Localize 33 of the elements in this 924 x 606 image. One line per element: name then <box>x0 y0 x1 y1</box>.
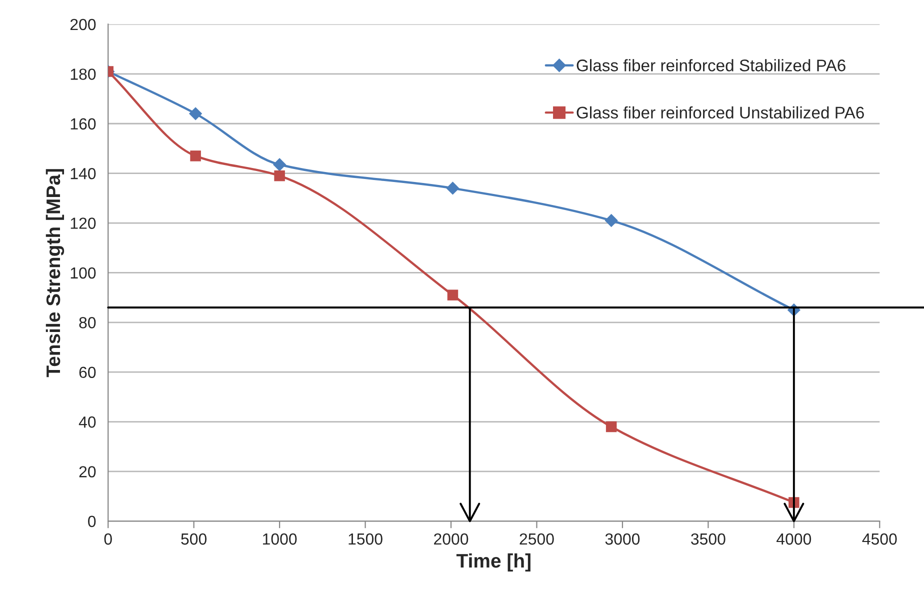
y-tick-label: 140 <box>70 168 96 180</box>
y-tick-label: 40 <box>78 416 96 428</box>
x-tick-label: 4500 <box>862 533 897 545</box>
point <box>188 107 202 120</box>
x-tick-label: 500 <box>181 533 207 545</box>
point <box>447 290 458 300</box>
y-tick-label: 100 <box>70 267 96 279</box>
x-tick-label: 3500 <box>691 533 726 545</box>
point <box>272 158 286 172</box>
legend-label: Glass fiber reinforced Unstabilized PA6 <box>576 106 864 119</box>
y-tick-label: 160 <box>70 118 96 130</box>
y-tick-label: 200 <box>70 18 96 30</box>
y-tick-label: 120 <box>70 218 96 229</box>
point <box>190 150 201 162</box>
x-tick-label: 4000 <box>776 533 812 545</box>
x-tick-label: 3000 <box>605 533 640 545</box>
y-tick-label: 180 <box>70 68 96 80</box>
y-axis-title: Tensile Strength [MPa] <box>46 169 64 378</box>
legend-label: Glass fiber reinforced Stabilized PA6 <box>576 59 846 72</box>
y-tick-label: 60 <box>79 366 96 378</box>
y-tick-label: 80 <box>79 317 96 328</box>
point <box>446 182 460 195</box>
x-axis-title: Time [h] <box>456 553 530 572</box>
y-tick-label: 0 <box>88 516 96 528</box>
point <box>274 170 285 182</box>
y-tick-label: 20 <box>79 466 96 478</box>
x-tick-label: 0 <box>104 533 112 545</box>
x-tick-label: 2500 <box>520 533 554 545</box>
x-tick-label: 1000 <box>263 533 297 545</box>
x-tick-label: 1500 <box>348 533 382 545</box>
x-tick-label: 2000 <box>434 533 468 545</box>
point <box>606 421 617 432</box>
point <box>604 214 618 228</box>
